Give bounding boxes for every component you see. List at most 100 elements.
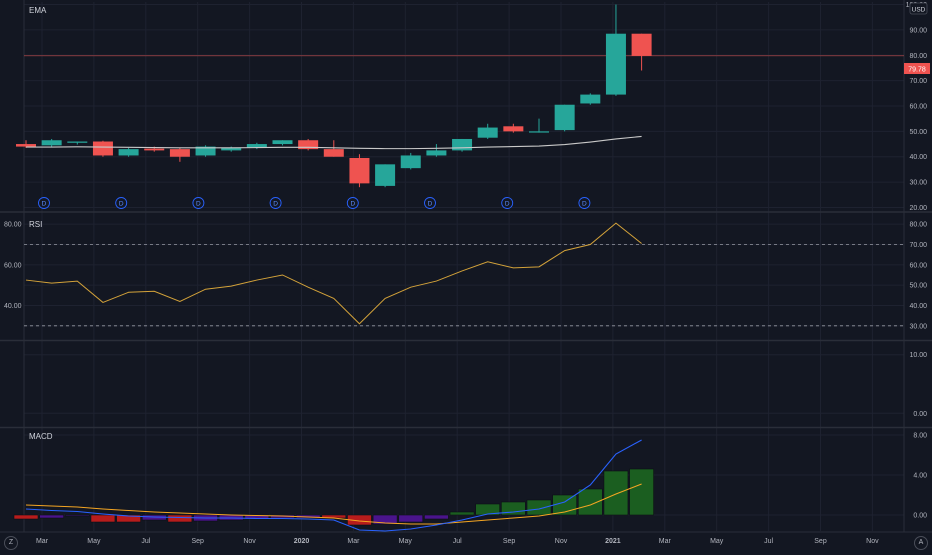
macd-histogram-bar [398, 514, 424, 523]
candle-body [41, 140, 62, 146]
candle-body [272, 140, 293, 145]
candle-body [323, 149, 344, 157]
macd-histogram-bar [526, 499, 552, 516]
x-tick-label: Jul [141, 538, 150, 545]
price-pane-label: EMA [29, 6, 47, 15]
candle [375, 164, 396, 188]
candle [452, 138, 473, 152]
candle [41, 138, 62, 147]
macd-histogram-bar [13, 514, 39, 520]
x-tick-label: Jul [764, 538, 773, 545]
candle [349, 154, 370, 188]
candle [503, 123, 524, 133]
last-price-tag: 79.78 [904, 63, 930, 74]
y-tick-label: 30.00 [909, 180, 927, 187]
rsi-left-tick-label: 60.00 [4, 262, 22, 269]
price-scale: 20.00 30.00 40.00 50.00 60.00 70.00 80.00 90.00… [906, 2, 928, 519]
candle [92, 140, 113, 157]
y-tick-label: 40.00 [909, 303, 927, 310]
macd-histogram-bar [90, 514, 116, 523]
candle [426, 144, 447, 157]
dividend-marker-letter: D [119, 201, 124, 208]
candle [605, 4, 626, 96]
x-tick-label: 2020 [294, 538, 310, 545]
rsi-left-tick-label: 80.00 [4, 222, 22, 229]
x-tick-label: Mar [347, 538, 360, 545]
macd-histogram-bar [629, 468, 654, 516]
candle-body [529, 131, 549, 133]
candle-body [16, 144, 36, 147]
x-tick-label: May [87, 538, 101, 545]
candle-body [375, 164, 396, 186]
candle-body [400, 155, 421, 169]
rsi-pane: 80.00 60.00 40.00 [4, 222, 904, 327]
currency-label: USD [912, 7, 926, 14]
candle-body [580, 94, 601, 104]
macd-pane-label: MACD [29, 432, 53, 441]
dividend-marker-letter: D [505, 201, 510, 208]
macd-line [25, 439, 642, 532]
dividend-marker: D [346, 197, 359, 209]
auto-scale-button[interactable]: A [914, 536, 928, 550]
dividend-marker-circle [192, 197, 205, 209]
candle-body [605, 33, 626, 95]
dividend-marker-letter: D [428, 201, 433, 208]
candle [529, 118, 549, 133]
macd-histogram-bar [577, 488, 603, 516]
y-tick-label: 80.00 [909, 222, 927, 229]
macd-histogram-bar [167, 514, 193, 523]
candle-body [426, 150, 447, 156]
y-tick-label: 60.00 [909, 104, 927, 111]
x-tick-label: Nov [866, 538, 879, 545]
dividend-marker-circle [578, 197, 591, 209]
macd-signal-line [25, 483, 642, 525]
currency-badge[interactable]: USD [909, 2, 928, 15]
macd-histogram-bar [372, 514, 398, 525]
candle [118, 147, 139, 157]
dividend-marker: D [501, 197, 514, 209]
macd-histogram-bar [424, 514, 449, 520]
dividend-marker-circle [501, 197, 514, 209]
dividend-marker: D [424, 197, 436, 209]
candle [195, 145, 216, 157]
candle-body [246, 144, 267, 148]
y-tick-label: 10.00 [909, 352, 927, 359]
rsi-pane-label: RSI [29, 220, 42, 229]
x-tick-label: Sep [191, 538, 204, 545]
candle-body [118, 149, 139, 156]
candle-body [452, 138, 473, 151]
y-tick-label: 4.00 [913, 473, 927, 480]
x-tick-label: Mar [659, 538, 672, 545]
x-tick-label: Sep [503, 538, 516, 545]
candle [631, 33, 652, 71]
rsi-line [25, 222, 642, 325]
x-tick-label: Mar [36, 538, 49, 545]
macd-histogram-bar [65, 514, 90, 517]
macd-histogram-bar [116, 514, 141, 523]
x-tick-label: Jul [453, 538, 462, 545]
dividend-marker: D [115, 197, 128, 209]
candle-body [144, 148, 165, 151]
x-tick-label: Nov [555, 538, 568, 545]
x-tick-label: May [399, 538, 413, 545]
corner-left-button[interactable]: Z [4, 536, 18, 550]
y-tick-label: 60.00 [909, 262, 927, 269]
y-tick-label: 8.00 [913, 433, 927, 440]
dividend-marker-letter: D [582, 201, 587, 208]
rsi-left-tick-label: 40.00 [4, 303, 22, 310]
candle [67, 141, 88, 145]
time-axis: Mar May Jul Sep Nov 2020 Mar May Jul Sep Nov 2021 Ma… [36, 538, 879, 545]
candle-body [92, 141, 113, 156]
candle-body [477, 127, 498, 138]
candle [169, 147, 190, 162]
y-tick-label: 0.00 [913, 411, 927, 418]
y-tick-label: 50.00 [909, 283, 927, 290]
candle [554, 104, 575, 132]
dividend-marker: D [269, 197, 282, 209]
macd-histogram-bar [603, 470, 629, 516]
x-tick-label: Sep [814, 538, 827, 545]
dividend-marker-circle [424, 197, 436, 209]
